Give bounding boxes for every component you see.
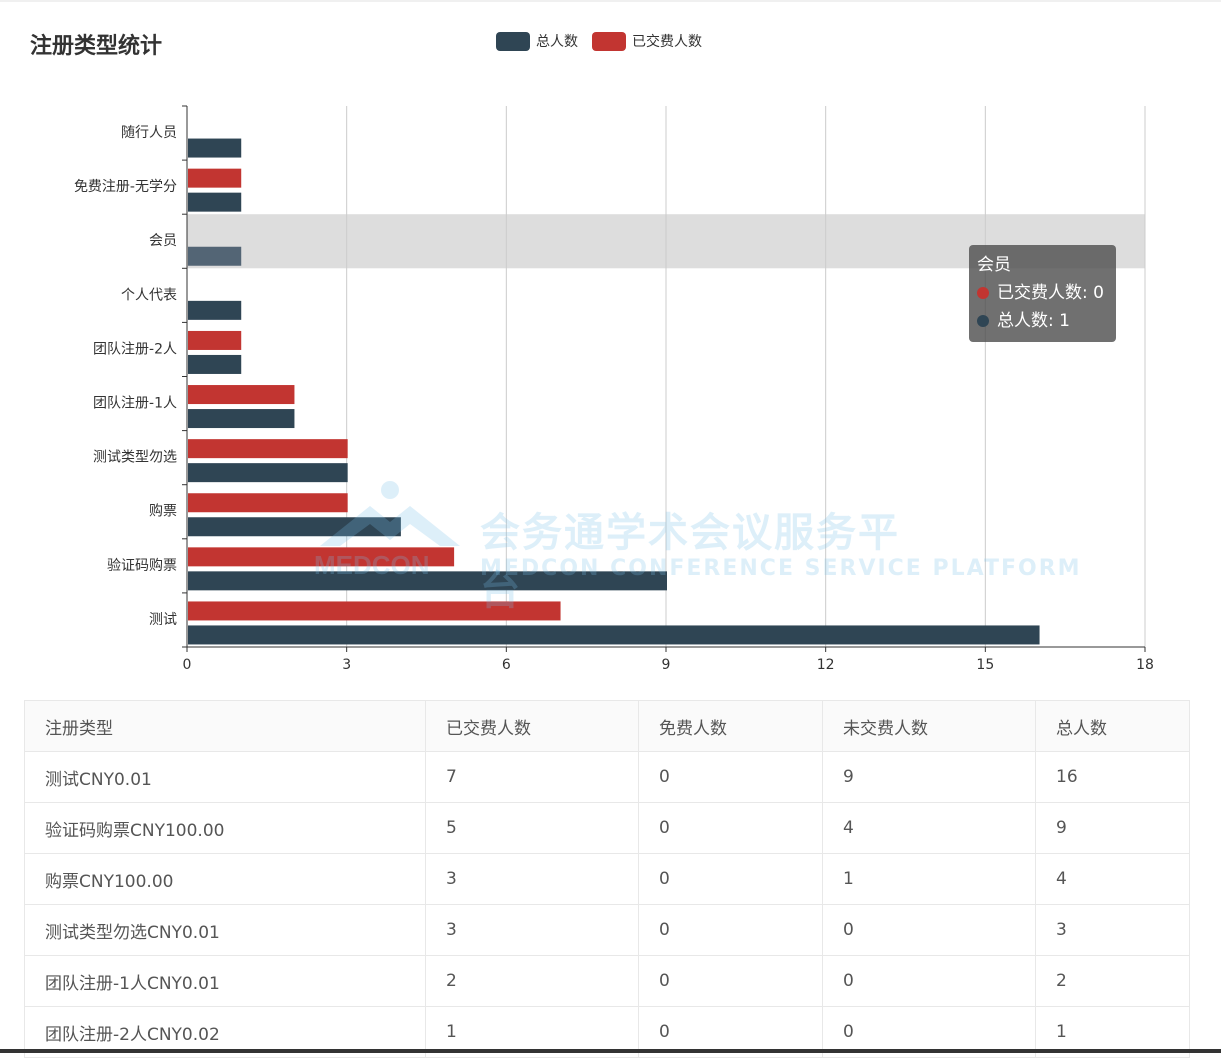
cell-unpaid: 9 [822, 751, 1036, 803]
cell-free: 0 [638, 955, 823, 1007]
bar-paid [188, 601, 561, 621]
category-label: 验证码购票 [107, 558, 177, 574]
cell-free: 0 [638, 904, 823, 956]
col-header-unpaid: 未交费人数 [822, 700, 1036, 752]
x-tick-label: 12 [817, 657, 835, 673]
tooltip-category: 会员 [977, 255, 1011, 275]
bar-total [188, 246, 242, 266]
bar-paid [188, 330, 242, 350]
category-label: 会员 [149, 233, 177, 249]
cell-total: 9 [1035, 802, 1190, 854]
cell-unpaid: 1 [822, 853, 1036, 905]
category-label: 购票 [149, 504, 177, 520]
tooltip-label-paid: 已交费人数: 0 [997, 283, 1104, 303]
x-tick-label: 9 [662, 657, 671, 673]
cell-total: 2 [1035, 955, 1190, 1007]
cell-unpaid: 0 [822, 904, 1036, 956]
category-label: 测试 [149, 612, 177, 628]
cell-type: 测试CNY0.01 [24, 751, 426, 803]
cell-type: 团队注册-1人CNY0.01 [24, 955, 426, 1007]
col-header-paid: 已交费人数 [425, 700, 639, 752]
col-header-total: 总人数 [1035, 700, 1190, 752]
cell-unpaid: 4 [822, 802, 1036, 854]
cell-paid: 3 [425, 904, 639, 956]
category-label: 团队注册-1人 [93, 396, 177, 412]
cell-paid: 2 [425, 955, 639, 1007]
cell-free: 0 [638, 802, 823, 854]
table-row: 团队注册-1人CNY0.01 2 0 0 2 [24, 955, 1190, 1007]
category-label: 团队注册-2人 [93, 341, 177, 357]
bar-paid [188, 439, 348, 459]
cell-free: 0 [638, 853, 823, 905]
x-tick-label: 6 [502, 657, 511, 673]
cell-type: 测试类型勿选CNY0.01 [24, 904, 426, 956]
x-tick-label: 0 [183, 657, 192, 673]
bar-total [188, 138, 242, 158]
bar-paid [188, 168, 242, 188]
chart-legend: 总人数 已交费人数 [496, 31, 716, 51]
bar-paid [188, 385, 295, 405]
page-title: 注册类型统计 [30, 34, 163, 59]
cell-unpaid: 0 [822, 955, 1036, 1007]
bar-paid [188, 547, 455, 567]
cell-paid: 3 [425, 853, 639, 905]
legend-item-paid[interactable]: 已交费人数 [592, 31, 702, 51]
legend-swatch-paid [592, 31, 626, 51]
cell-total: 16 [1035, 751, 1190, 803]
table-row: 测试类型勿选CNY0.01 3 0 0 3 [24, 904, 1190, 956]
cell-paid: 7 [425, 751, 639, 803]
tooltip-dot-total [977, 315, 989, 327]
col-header-type: 注册类型 [24, 700, 426, 752]
legend-item-total[interactable]: 总人数 [496, 31, 578, 51]
category-label: 测试类型勿选 [93, 450, 177, 466]
cell-free: 0 [638, 751, 823, 803]
x-tick-label: 18 [1136, 657, 1154, 673]
x-tick-label: 15 [976, 657, 994, 673]
legend-label-total: 总人数 [536, 34, 578, 50]
cell-total: 3 [1035, 904, 1190, 956]
category-label: 免费注册-无学分 [74, 179, 177, 195]
bar-total [188, 625, 1040, 645]
x-tick-label: 3 [342, 657, 351, 673]
bar-total [188, 517, 401, 537]
cell-total: 4 [1035, 853, 1190, 905]
bar-chart[interactable]: 0 3 6 9 12 15 18 随行人员免费注册-无学分会员个人代表团队注册-2人团队注册-… [0, 0, 1221, 690]
bottom-bar [0, 1049, 1221, 1053]
table-row: 验证码购票CNY100.00 5 0 4 9 [24, 802, 1190, 854]
bar-total [188, 192, 242, 212]
registration-table: 注册类型 已交费人数 免费人数 未交费人数 总人数 测试CNY0.01 7 0 … [24, 700, 1190, 1058]
category-label: 随行人员 [121, 125, 177, 141]
bar-total [188, 409, 295, 429]
cell-paid: 5 [425, 802, 639, 854]
table-row: 测试CNY0.01 7 0 9 16 [24, 751, 1190, 803]
bar-paid [188, 493, 348, 513]
cell-type: 验证码购票CNY100.00 [24, 802, 426, 854]
tooltip-dot-paid [977, 287, 989, 299]
bar-total [188, 354, 242, 374]
chart-tooltip: 会员 已交费人数: 0 总人数: 1 [969, 245, 1116, 342]
tooltip-row-paid: 已交费人数: 0 [977, 279, 1108, 307]
table-header-row: 注册类型 已交费人数 免费人数 未交费人数 总人数 [24, 700, 1190, 752]
legend-swatch-total [496, 31, 530, 51]
legend-label-paid: 已交费人数 [632, 34, 702, 50]
table-row: 购票CNY100.00 3 0 1 4 [24, 853, 1190, 905]
bar-total [188, 463, 348, 483]
bar-total [188, 571, 667, 591]
tooltip-label-total: 总人数: 1 [997, 311, 1070, 331]
col-header-free: 免费人数 [638, 700, 823, 752]
bar-total [188, 300, 242, 320]
category-label: 个人代表 [121, 287, 177, 303]
tooltip-row-total: 总人数: 1 [977, 307, 1108, 335]
top-border [0, 0, 1221, 2]
cell-type: 购票CNY100.00 [24, 853, 426, 905]
